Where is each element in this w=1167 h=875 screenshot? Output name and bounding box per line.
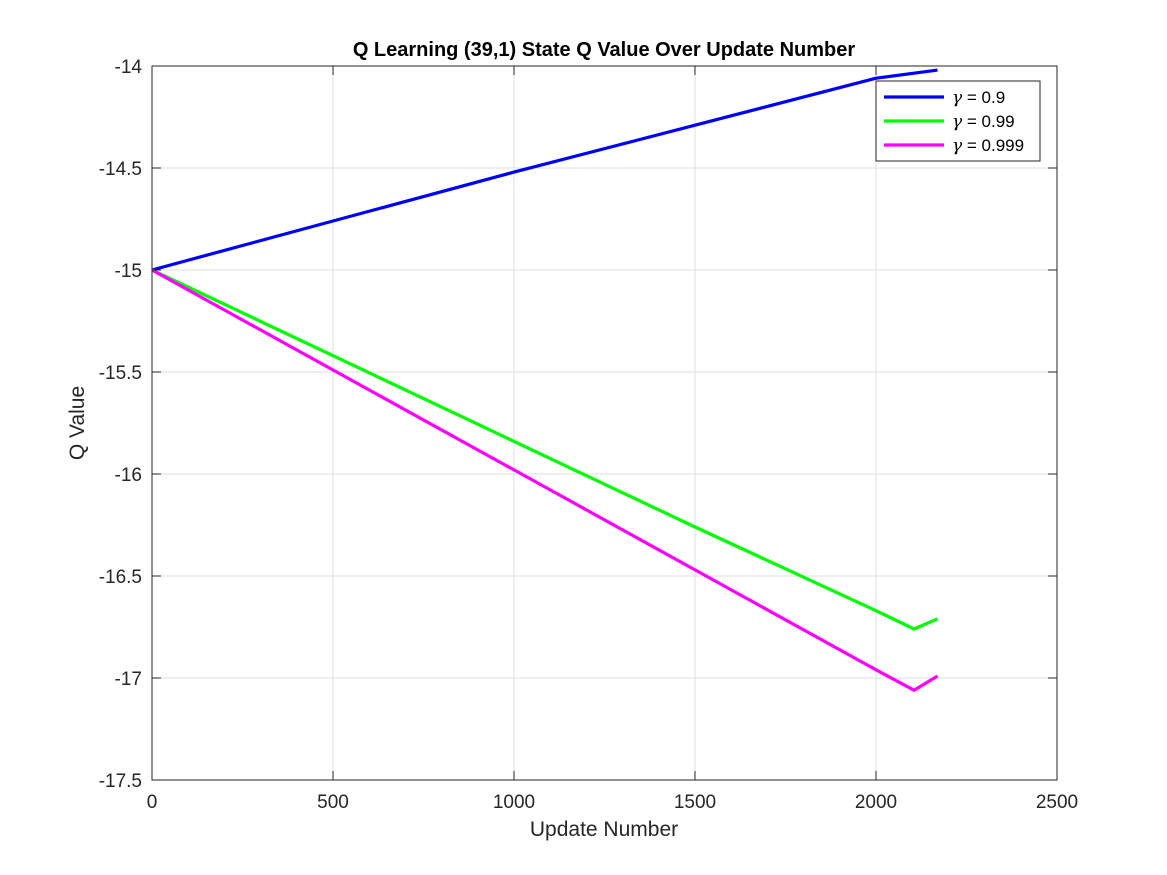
plot-area [152, 66, 1057, 780]
tick-labels: 0 500 1000 1500 2000 2500 -14 -14.5 -15 -15.5 -16 -… [99, 57, 1078, 813]
legend-label-2: γ = 0.999 [952, 136, 1024, 156]
x-tick-label: 1500 [674, 792, 716, 813]
x-axis-title: Update Number [530, 818, 678, 841]
chart-title: Q Learning (39,1) State Q Value Over Upd… [353, 39, 856, 61]
legend-label-0: γ = 0.9 [952, 88, 1005, 108]
series-line-2 [151, 268, 939, 692]
y-tick-label: -17 [115, 669, 142, 690]
series-layer [151, 68, 939, 692]
x-tick-label: 2500 [1036, 792, 1078, 813]
ticks [151, 65, 1058, 781]
series-line-0 [151, 68, 938, 272]
legend-value: = 0.9 [962, 88, 1005, 107]
x-tick-label: 500 [317, 792, 349, 813]
y-tick-label: -14 [115, 57, 143, 78]
y-tick-label: -14.5 [99, 159, 142, 180]
y-tick-label: -15.5 [99, 363, 142, 384]
y-tick-label: -16 [115, 465, 142, 486]
x-tick-label: 0 [147, 792, 158, 813]
legend-value: = 0.999 [962, 136, 1024, 155]
y-axis-title: Q Value [66, 386, 89, 460]
legend: γ = 0.9γ = 0.99γ = 0.999 [875, 80, 1041, 162]
legend-gamma-symbol: γ [952, 112, 963, 132]
legend-label-1: γ = 0.99 [952, 112, 1015, 132]
y-tick-label: -16.5 [99, 567, 142, 588]
y-tick-label: -17.5 [99, 771, 142, 792]
legend-value: = 0.99 [962, 112, 1014, 131]
legend-gamma-symbol: γ [952, 88, 963, 108]
legend-gamma-symbol: γ [952, 136, 963, 156]
plot-frame [151, 65, 1058, 781]
x-tick-label: 1000 [493, 792, 535, 813]
series-line-1 [151, 268, 939, 631]
y-tick-label: -15 [115, 261, 142, 282]
x-tick-label: 2000 [855, 792, 897, 813]
